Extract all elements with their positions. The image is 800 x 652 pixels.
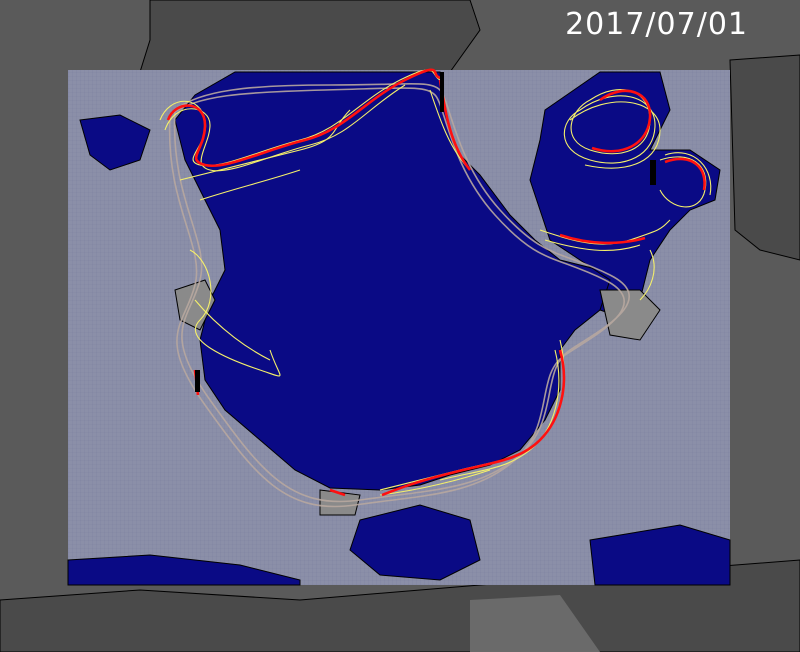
date-label: 2017/07/01 [565, 7, 748, 42]
archipelago-right [599, 289, 661, 341]
coastline-details [195, 72, 656, 392]
southern-ice-left [67, 554, 301, 586]
outer-land-right [729, 54, 800, 261]
outer-land-top [139, 0, 481, 73]
climatology-lines [168, 82, 630, 508]
arctic-ocean-ice [174, 71, 621, 491]
western-ice-patch [79, 114, 151, 171]
island-bottom [319, 489, 361, 516]
southern-ice-middle [349, 504, 481, 581]
southern-ice-right [589, 524, 731, 586]
outer-land-bottom-light [470, 595, 600, 652]
barents-kara-ice [529, 71, 721, 321]
